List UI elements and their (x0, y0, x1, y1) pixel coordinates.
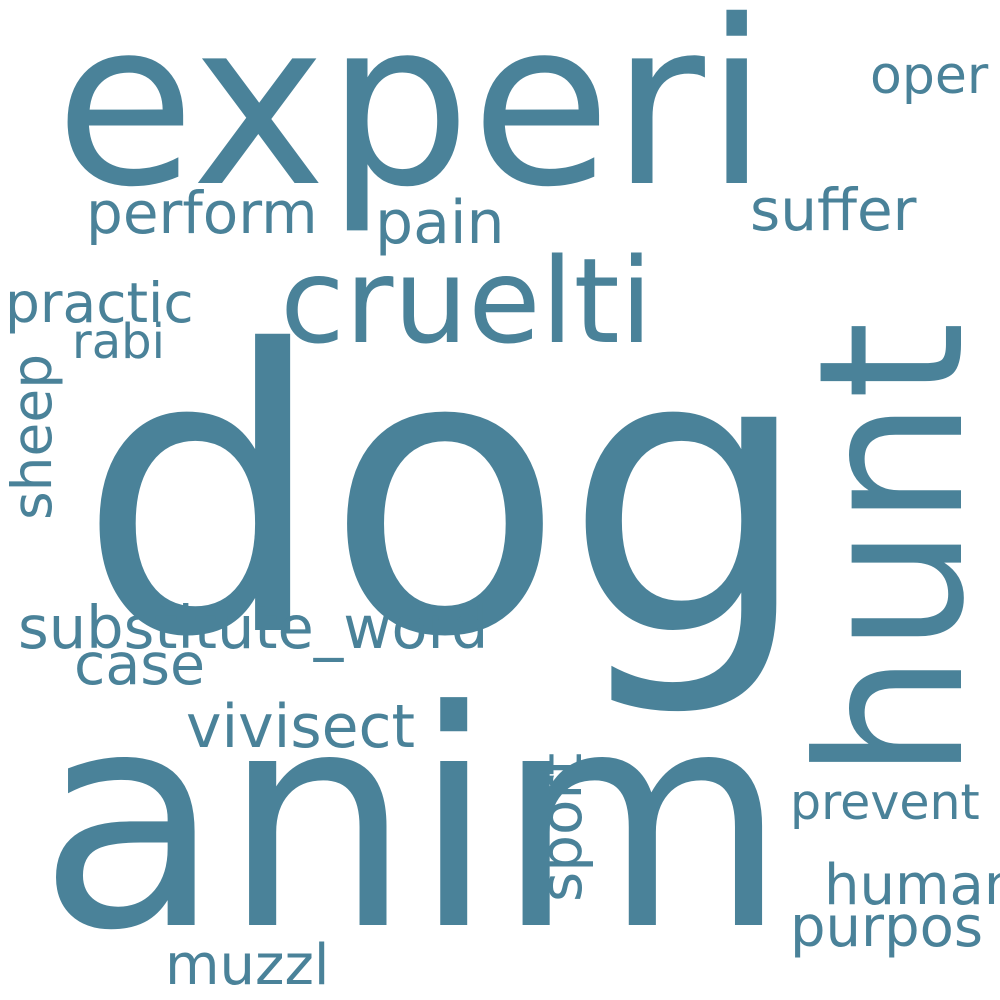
word-muzzl: muzzl (165, 933, 330, 998)
word-oper: oper (870, 46, 989, 106)
word-experi: experi (55, 0, 769, 237)
word-prevent: prevent (790, 774, 980, 831)
word-cruelti: cruelti (280, 232, 653, 370)
word-dog: dog (78, 268, 812, 722)
word-purpos: purpos (790, 895, 984, 960)
word-suffer: suffer (750, 176, 917, 244)
word-vivisect: vivisect (186, 692, 416, 762)
word-anim: anim (38, 647, 788, 996)
word-case: case (74, 632, 206, 698)
word-hunt: hunt (776, 321, 1000, 780)
word-human: human (824, 853, 1000, 918)
word-sport: sport (527, 752, 595, 902)
word-substitute-word: substitute_word (18, 593, 489, 662)
word-practic: practic (5, 271, 194, 335)
word-rabi: rabi (72, 314, 165, 370)
word-pain: pain (375, 188, 505, 258)
word-perform: perform (86, 179, 318, 247)
word-sheep: sheep (0, 353, 64, 520)
